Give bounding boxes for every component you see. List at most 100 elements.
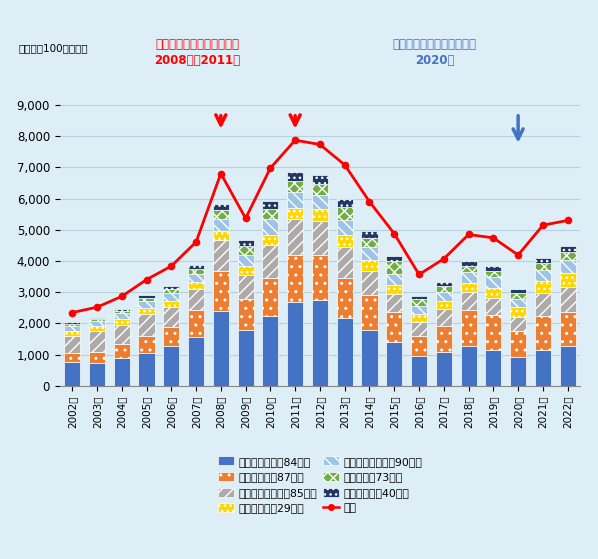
Bar (89, 318, 105, 319)
Bar (436, 301, 452, 309)
Text: コモディティー価格ボトム
2020年: コモディティー価格ボトム 2020年 (392, 37, 477, 67)
Bar (386, 257, 402, 261)
Bar (312, 300, 328, 386)
Bar (114, 311, 130, 314)
Bar (64, 324, 80, 326)
Bar (263, 278, 279, 316)
Bar (114, 314, 130, 319)
Bar (486, 350, 501, 386)
Bar (337, 199, 353, 207)
Bar (188, 274, 204, 282)
Bar (535, 258, 551, 263)
Bar (411, 299, 427, 306)
Bar (510, 290, 526, 293)
Bar (535, 350, 551, 386)
Bar (64, 353, 80, 362)
Bar (361, 330, 377, 386)
Bar (213, 231, 229, 240)
Bar (89, 326, 105, 331)
Text: （単位：100万ドル）: （単位：100万ドル） (18, 44, 88, 54)
Bar (188, 264, 204, 269)
Bar (460, 292, 477, 310)
Bar (510, 293, 526, 299)
Bar (436, 286, 452, 292)
Bar (237, 240, 254, 245)
Bar (560, 287, 576, 312)
Bar (237, 330, 254, 386)
Bar (312, 209, 328, 221)
Bar (213, 311, 229, 386)
Bar (510, 331, 526, 357)
Bar (263, 316, 279, 386)
Bar (213, 240, 229, 271)
Bar (89, 321, 105, 326)
Bar (89, 363, 105, 386)
Bar (139, 308, 154, 314)
Bar (287, 172, 303, 181)
Bar (287, 192, 303, 207)
Bar (139, 298, 154, 301)
Bar (263, 201, 279, 209)
Bar (139, 353, 154, 386)
Bar (436, 292, 452, 301)
Bar (436, 326, 452, 352)
Bar (560, 312, 576, 345)
Bar (237, 299, 254, 330)
Bar (436, 352, 452, 386)
Bar (163, 347, 179, 386)
Bar (114, 358, 130, 386)
Bar (411, 336, 427, 357)
Bar (237, 254, 254, 267)
Bar (460, 283, 477, 292)
Bar (560, 345, 576, 386)
Bar (411, 296, 427, 299)
Bar (139, 314, 154, 335)
Bar (460, 346, 477, 386)
Bar (163, 293, 179, 301)
Bar (89, 331, 105, 352)
Bar (114, 319, 130, 325)
Bar (213, 210, 229, 219)
Bar (486, 266, 501, 271)
Bar (535, 316, 551, 350)
Bar (386, 293, 402, 312)
Bar (361, 231, 377, 238)
Bar (287, 219, 303, 255)
Bar (337, 247, 353, 278)
Bar (163, 290, 179, 293)
Bar (263, 245, 279, 278)
Bar (361, 247, 377, 260)
Bar (460, 266, 477, 272)
Bar (337, 235, 353, 247)
Bar (163, 301, 179, 307)
Bar (312, 221, 328, 255)
Bar (560, 272, 576, 287)
Bar (486, 277, 501, 288)
Bar (64, 336, 80, 353)
Bar (337, 318, 353, 386)
Bar (460, 261, 477, 266)
Bar (139, 301, 154, 308)
Bar (312, 184, 328, 195)
Bar (163, 286, 179, 290)
Bar (486, 271, 501, 277)
Bar (163, 327, 179, 347)
Bar (361, 260, 377, 271)
Bar (411, 322, 427, 336)
Bar (486, 288, 501, 297)
Bar (213, 219, 229, 231)
Bar (188, 310, 204, 337)
Bar (411, 306, 427, 314)
Bar (287, 181, 303, 192)
Bar (411, 314, 427, 322)
Bar (139, 335, 154, 353)
Bar (287, 255, 303, 302)
Bar (237, 267, 254, 275)
Bar (460, 310, 477, 346)
Bar (188, 269, 204, 274)
Bar (486, 315, 501, 350)
Bar (460, 272, 477, 283)
Bar (535, 263, 551, 270)
Bar (312, 175, 328, 184)
Bar (560, 260, 576, 272)
